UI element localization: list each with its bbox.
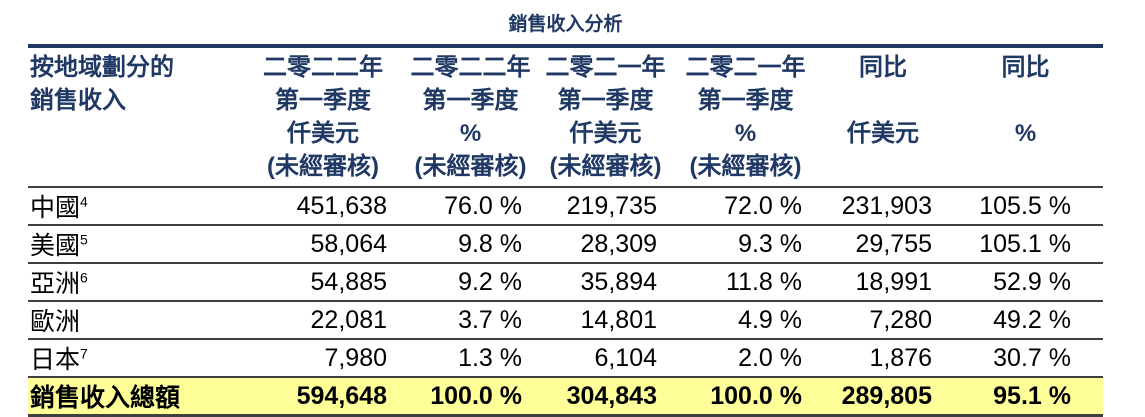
header-line: 第一季度 [697, 87, 794, 114]
column-header-2021q1-pct: 二零二一年 第一季度 % (未經審核) [673, 46, 818, 188]
footnote-marker: 5 [80, 231, 88, 248]
header-line: 二零二二年 [263, 54, 383, 81]
footnote-marker: 4 [80, 193, 88, 210]
cell-2021q1-pct: 2.0 % [673, 339, 818, 378]
table-row-japan: 日本7 7,980 1.3 % 6,104 2.0 % 1,876 30.7 % [28, 339, 1103, 378]
region-label: 日本7 [28, 339, 243, 378]
cell-2021q1-usd: 14,801 [538, 301, 673, 340]
cell-yoy-pct: 30.7 % [948, 339, 1103, 378]
header-line: % [734, 120, 757, 147]
cell-yoy-pct: 52.9 % [948, 263, 1103, 302]
region-label: 亞洲6 [28, 263, 243, 302]
cell-yoy-usd: 7,280 [818, 301, 948, 340]
column-header-yoy-pct: 同比 % [948, 46, 1103, 188]
table-row-asia: 亞洲6 54,885 9.2 % 35,894 11.8 % 18,991 52… [28, 263, 1103, 302]
header-line: 同比 [859, 54, 907, 81]
total-yoy-usd: 289,805 [818, 377, 948, 417]
header-line [948, 150, 1103, 183]
header-line: 銷售收入 [30, 87, 126, 114]
cell-2022q1-usd: 54,885 [243, 263, 403, 302]
cell-yoy-usd: 1,876 [818, 339, 948, 378]
cell-2021q1-usd: 35,894 [538, 263, 673, 302]
cell-2021q1-usd: 6,104 [538, 339, 673, 378]
table-row-usa: 美國5 58,064 9.8 % 28,309 9.3 % 29,755 105… [28, 225, 1103, 264]
cell-2022q1-usd: 58,064 [243, 225, 403, 264]
header-line: 第一季度 [422, 87, 519, 114]
column-header-2022q1-pct: 二零二二年 第一季度 % (未經審核) [403, 46, 538, 188]
header-line: (未經審核) [267, 153, 379, 180]
header-line: 同比 [1001, 54, 1050, 81]
header-line: 第一季度 [275, 87, 371, 114]
table-row-total: 銷售收入總額 594,648 100.0 % 304,843 100.0 % 2… [28, 377, 1103, 417]
cell-2021q1-pct: 9.3 % [673, 225, 818, 264]
region-name: 亞洲 [30, 270, 81, 298]
table-row-europe: 歐洲 22,081 3.7 % 14,801 4.9 % 7,280 49.2 … [28, 301, 1103, 340]
cell-yoy-pct: 105.5 % [948, 187, 1103, 226]
region-name: 美國 [30, 232, 81, 260]
region-label: 歐洲 [28, 301, 243, 340]
total-yoy-pct: 95.1 % [948, 377, 1103, 417]
header-line: 第一季度 [557, 87, 654, 114]
cell-2021q1-pct: 4.9 % [673, 301, 818, 340]
cell-yoy-usd: 18,991 [818, 263, 948, 302]
cell-yoy-usd: 231,903 [818, 187, 948, 226]
header-line [818, 150, 948, 183]
header-line [948, 84, 1103, 117]
table-title: 銷售收入分析 [508, 14, 623, 35]
region-name: 中國 [30, 194, 81, 222]
cell-2022q1-pct: 1.3 % [403, 339, 538, 378]
region-label: 美國5 [28, 225, 243, 264]
footnote-marker: 6 [80, 269, 88, 286]
total-label: 銷售收入總額 [28, 377, 243, 417]
header-line: 仟美元 [847, 120, 919, 147]
cell-2021q1-usd: 28,309 [538, 225, 673, 264]
header-line: % [459, 120, 482, 147]
total-2022q1-pct: 100.0 % [403, 377, 538, 417]
header-line: (未經審核) [549, 153, 662, 180]
cell-yoy-usd: 29,755 [818, 225, 948, 264]
cell-2022q1-usd: 7,980 [243, 339, 403, 378]
region-name: 歐洲 [30, 308, 81, 336]
region-label: 中國4 [28, 187, 243, 226]
cell-2022q1-pct: 9.8 % [403, 225, 538, 264]
cell-yoy-pct: 105.1 % [948, 225, 1103, 264]
total-2022q1-usd: 594,648 [243, 377, 403, 417]
header-line: (未經審核) [414, 153, 527, 180]
cell-2022q1-usd: 451,638 [243, 187, 403, 226]
cell-2022q1-usd: 22,081 [243, 301, 403, 340]
header-line [818, 84, 948, 117]
header-line: (未經審核) [689, 153, 802, 180]
header-line: 二零二二年 [410, 54, 531, 81]
column-header-region: 按地域劃分的 銷售收入 [28, 46, 243, 188]
header-row: 按地域劃分的 銷售收入 二零二二年 第一季度 仟美元 (未經審核) 二零二二年 … [28, 46, 1103, 188]
footnote-marker: 7 [80, 345, 88, 362]
column-header-2022q1-usd: 二零二二年 第一季度 仟美元 (未經審核) [243, 46, 403, 188]
sales-revenue-table: 按地域劃分的 銷售收入 二零二二年 第一季度 仟美元 (未經審核) 二零二二年 … [28, 44, 1103, 417]
header-line: % [1014, 120, 1037, 147]
header-line: 仟美元 [287, 120, 359, 147]
column-header-2021q1-usd: 二零二一年 第一季度 仟美元 (未經審核) [538, 46, 673, 188]
table-row-china: 中國4 451,638 76.0 % 219,735 72.0 % 231,90… [28, 187, 1103, 226]
header-line: 按地域劃分的 [30, 54, 174, 81]
cell-yoy-pct: 49.2 % [948, 301, 1103, 340]
total-2021q1-pct: 100.0 % [673, 377, 818, 417]
cell-2022q1-pct: 3.7 % [403, 301, 538, 340]
cell-2022q1-pct: 76.0 % [403, 187, 538, 226]
cell-2021q1-pct: 72.0 % [673, 187, 818, 226]
header-line: 仟美元 [569, 120, 642, 147]
header-line: 二零二一年 [685, 54, 806, 81]
cell-2022q1-pct: 9.2 % [403, 263, 538, 302]
column-header-yoy-usd: 同比 仟美元 [818, 46, 948, 188]
cell-2021q1-pct: 11.8 % [673, 263, 818, 302]
region-name: 日本 [30, 346, 81, 374]
total-2021q1-usd: 304,843 [538, 377, 673, 417]
cell-2021q1-usd: 219,735 [538, 187, 673, 226]
header-line: 二零二一年 [545, 54, 666, 81]
